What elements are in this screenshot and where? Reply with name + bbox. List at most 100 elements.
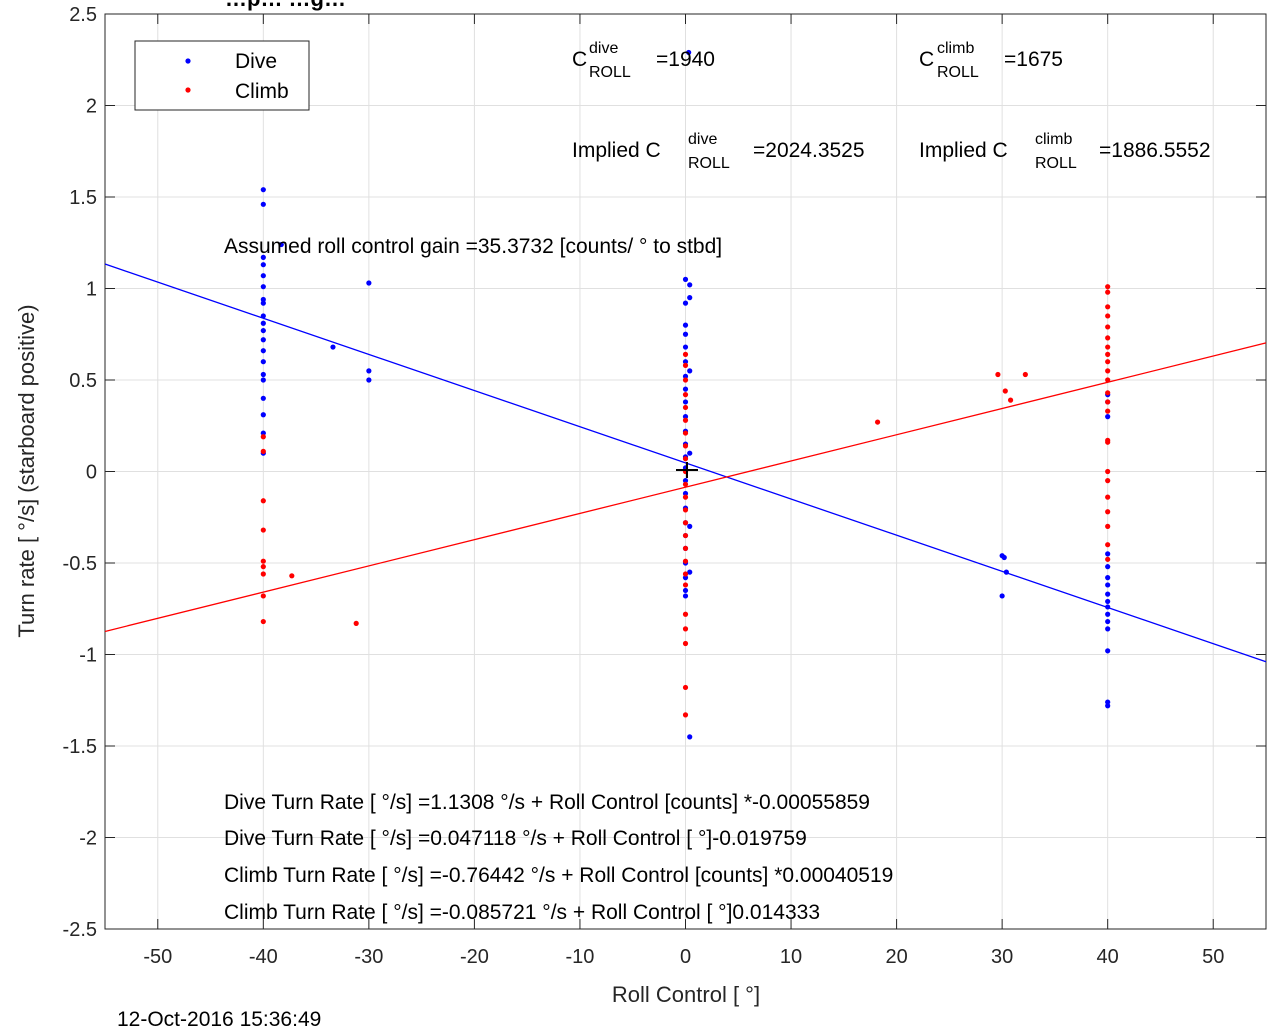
annotation-implied-dive: Implied C dive ROLL =2024.3525	[572, 131, 865, 172]
data-point-dive	[1105, 703, 1111, 709]
data-point-dive	[260, 187, 266, 193]
data-point-dive	[687, 282, 693, 288]
data-point-dive	[682, 593, 689, 599]
svg-text:=1886.5552: =1886.5552	[1099, 139, 1211, 162]
data-point-climb	[260, 571, 266, 577]
x-tick-label: 20	[885, 946, 907, 968]
data-point-climb	[1105, 351, 1111, 357]
data-point-climb	[682, 404, 689, 411]
data-point-dive	[687, 734, 693, 740]
data-point-climb	[682, 494, 689, 500]
data-point-climb	[1105, 478, 1111, 484]
data-point-dive	[1105, 591, 1111, 597]
data-point-dive	[1001, 554, 1007, 561]
svg-text:climb: climb	[937, 40, 974, 57]
data-point-dive	[260, 337, 266, 343]
data-point-climb	[1105, 335, 1111, 341]
data-point-climb	[1002, 388, 1008, 394]
data-point-climb	[1105, 359, 1111, 365]
data-point-climb	[682, 430, 689, 436]
data-point-dive	[1105, 575, 1111, 581]
data-point-dive	[682, 575, 689, 581]
data-point-climb	[682, 558, 689, 564]
data-point-climb	[682, 456, 689, 462]
data-point-dive	[1105, 564, 1111, 570]
data-point-dive	[260, 377, 266, 383]
data-point-dive	[682, 414, 689, 420]
data-point-dive	[1105, 611, 1111, 617]
data-point-climb	[682, 582, 689, 588]
data-point-climb	[682, 684, 689, 691]
data-point-dive	[260, 412, 266, 418]
data-point-dive	[260, 327, 266, 334]
data-point-climb	[682, 640, 689, 647]
timestamp: 12-Oct-2016 15:36:49	[117, 1008, 322, 1031]
x-tick-label: 30	[991, 946, 1013, 968]
x-axis-label: Roll Control [ °]	[612, 982, 760, 1007]
annotation-c-climb: C climb ROLL =1675	[919, 40, 1063, 81]
data-point-climb	[682, 712, 689, 718]
legend-label-climb: Climb	[235, 80, 289, 103]
data-point-dive	[278, 241, 284, 248]
annotation-equation-3: Climb Turn Rate [ °/s] =-0.76442 °/s + R…	[224, 864, 893, 887]
data-point-climb	[682, 507, 689, 513]
x-tick-label: -20	[460, 946, 489, 968]
annotation-equation-4: Climb Turn Rate [ °/s] =-0.085721 °/s + …	[224, 901, 820, 924]
data-point-dive	[999, 593, 1005, 599]
data-point-climb	[1007, 397, 1014, 403]
legend: Dive Climb	[134, 40, 310, 111]
data-point-climb	[260, 558, 266, 564]
data-point-climb	[1105, 509, 1111, 515]
data-point-climb	[1105, 377, 1111, 383]
data-point-climb	[260, 618, 266, 625]
annotation-implied-climb: Implied C climb ROLL =1886.5552	[919, 131, 1211, 172]
data-point-dive	[687, 569, 693, 575]
data-point-dive	[687, 295, 693, 301]
data-point-climb	[1105, 408, 1111, 414]
data-point-climb	[1105, 390, 1111, 396]
svg-text:dive: dive	[688, 131, 717, 148]
data-point-climb	[260, 527, 266, 533]
data-point-climb	[1105, 468, 1111, 475]
data-point-climb	[682, 571, 689, 577]
data-point-dive	[260, 348, 266, 354]
data-point-dive	[682, 587, 689, 594]
data-point-climb	[682, 611, 689, 617]
annotation-equation-2: Dive Turn Rate [ °/s] =0.047118 °/s + Ro…	[224, 827, 807, 850]
data-point-dive	[366, 280, 372, 286]
data-point-dive	[687, 368, 693, 374]
data-point-dive	[682, 478, 689, 484]
svg-text:ROLL: ROLL	[688, 155, 730, 172]
data-point-climb	[682, 392, 689, 398]
y-tick-label: 1	[86, 279, 97, 301]
x-tick-label: 50	[1202, 946, 1224, 968]
data-point-dive	[686, 49, 692, 56]
y-tick-label: -2.5	[63, 919, 97, 941]
data-point-dive	[682, 344, 689, 350]
data-point-dive	[260, 313, 266, 319]
data-point-dive	[1105, 551, 1111, 557]
svg-text:C: C	[919, 48, 934, 71]
data-point-climb	[1105, 344, 1111, 350]
data-point-climb	[289, 573, 295, 579]
data-point-dive	[366, 368, 372, 374]
data-point-climb	[1105, 523, 1111, 530]
data-point-dive	[260, 296, 266, 303]
y-tick-label: -0.5	[63, 553, 97, 575]
data-point-dive	[687, 450, 693, 456]
data-point-dive	[260, 300, 266, 306]
data-point-dive	[260, 284, 266, 290]
data-point-dive	[260, 359, 266, 365]
y-tick-label: 0	[86, 462, 97, 484]
data-point-climb	[260, 434, 266, 440]
data-point-climb	[1105, 313, 1111, 319]
data-point-dive	[1105, 626, 1111, 632]
data-point-dive	[682, 490, 689, 497]
data-point-dive	[1105, 648, 1111, 654]
x-tick-label: 0	[680, 946, 691, 968]
data-point-dive	[682, 322, 689, 328]
data-point-dive	[682, 300, 689, 306]
data-point-climb	[1105, 368, 1111, 374]
fit-lines	[104, 263, 1267, 663]
